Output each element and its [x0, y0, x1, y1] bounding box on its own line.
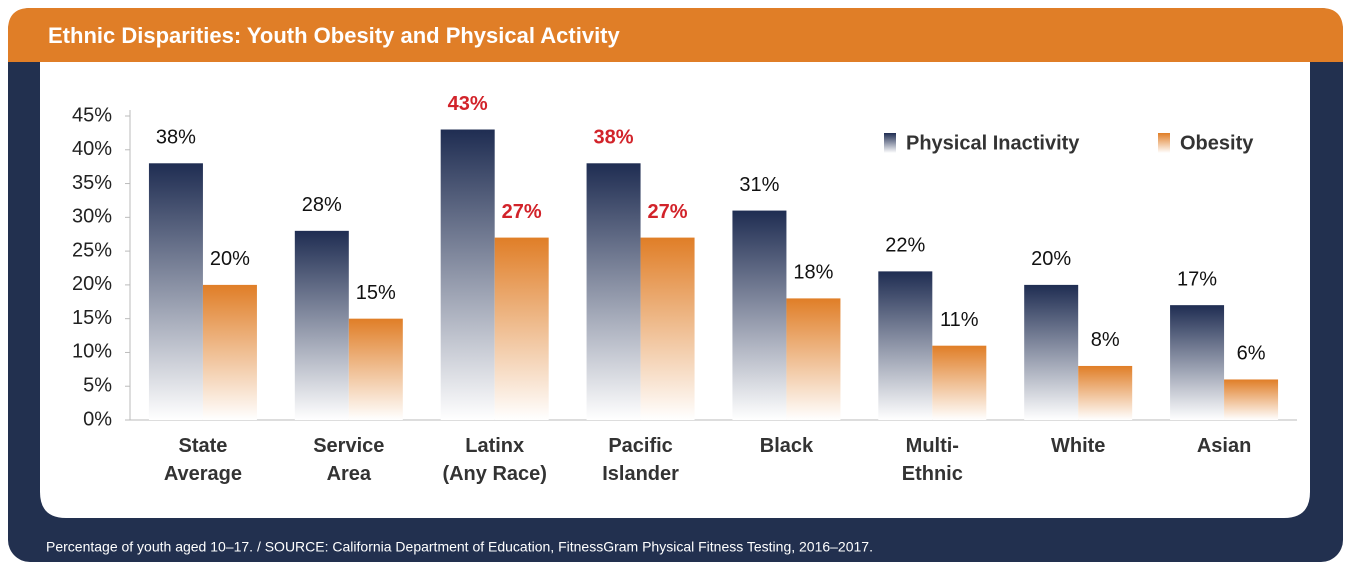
x-tick-label-line: Asian — [1197, 435, 1251, 457]
bar — [1078, 365, 1133, 420]
x-tick-label-line: Islander — [602, 463, 679, 485]
bar — [1224, 379, 1279, 420]
bar — [640, 237, 695, 420]
bar — [348, 318, 403, 420]
bar — [932, 345, 987, 420]
bar — [732, 210, 787, 420]
x-tick-label-line: Service — [313, 435, 384, 457]
y-tick-label: 25% — [72, 239, 112, 261]
header-bar — [8, 8, 1343, 62]
x-tick-label-line: White — [1051, 435, 1105, 457]
x-tick-label: Asian — [1197, 435, 1251, 457]
y-tick-label: 5% — [83, 375, 112, 397]
value-label: 27% — [648, 201, 688, 223]
x-tick-label: Multi- Ethnic — [902, 435, 963, 485]
value-label: 17% — [1177, 268, 1217, 290]
legend-swatch — [884, 133, 896, 153]
bar — [494, 237, 549, 420]
x-tick-label-line: (Any Race) — [442, 463, 546, 485]
x-tick-label-line: Pacific — [608, 435, 672, 457]
value-label: 31% — [739, 174, 779, 196]
value-label: 43% — [448, 93, 488, 115]
bar — [202, 284, 257, 420]
y-tick-label: 30% — [72, 206, 112, 228]
value-label: 15% — [356, 282, 396, 304]
x-tick-label: Service Area — [313, 435, 384, 485]
y-tick-label: 35% — [72, 172, 112, 194]
value-label: 20% — [1031, 248, 1071, 270]
y-tick-label: 40% — [72, 138, 112, 160]
x-tick-label: Pacific Islander — [602, 435, 679, 485]
x-tick-label-line: Ethnic — [902, 463, 963, 485]
y-tick-label: 0% — [83, 408, 112, 430]
value-label: 20% — [210, 248, 250, 270]
chart-title: Ethnic Disparities: Youth Obesity and Ph… — [48, 23, 621, 48]
bar — [440, 129, 495, 420]
x-tick-label: White — [1051, 435, 1105, 457]
y-tick-label: 10% — [72, 341, 112, 363]
x-tick-label-line: State — [178, 435, 227, 457]
y-tick-label: 45% — [72, 104, 112, 126]
x-tick-label-line: Area — [327, 463, 372, 485]
value-label: 28% — [302, 194, 342, 216]
value-label: 27% — [502, 201, 542, 223]
value-label: 22% — [885, 235, 925, 257]
x-tick-label-line: Latinx — [465, 435, 524, 457]
x-tick-label-line: Black — [760, 435, 814, 457]
y-tick-label: 20% — [72, 273, 112, 295]
x-tick-label: Black — [760, 435, 814, 457]
legend-label: Physical Inactivity — [906, 132, 1080, 154]
legend-swatch — [1158, 133, 1170, 153]
x-tick-label: State Average — [164, 435, 242, 485]
bar — [1024, 284, 1079, 420]
x-tick-label-line: Multi- — [906, 435, 959, 457]
value-label: 38% — [594, 127, 634, 149]
bar — [294, 230, 349, 420]
bar — [1170, 305, 1225, 420]
footnote: Percentage of youth aged 10–17. / SOURCE… — [46, 539, 873, 555]
bar — [878, 271, 933, 420]
y-tick-label: 15% — [72, 307, 112, 329]
value-label: 6% — [1237, 343, 1266, 365]
bar — [148, 163, 203, 421]
legend-label: Obesity — [1180, 132, 1254, 154]
x-tick-label: Latinx (Any Race) — [442, 435, 546, 485]
x-tick-label-line: Average — [164, 463, 242, 485]
value-label: 18% — [793, 262, 833, 284]
bar — [786, 298, 841, 420]
bar — [586, 163, 641, 421]
value-label: 8% — [1091, 329, 1120, 351]
value-label: 38% — [156, 127, 196, 149]
value-label: 11% — [940, 309, 979, 331]
